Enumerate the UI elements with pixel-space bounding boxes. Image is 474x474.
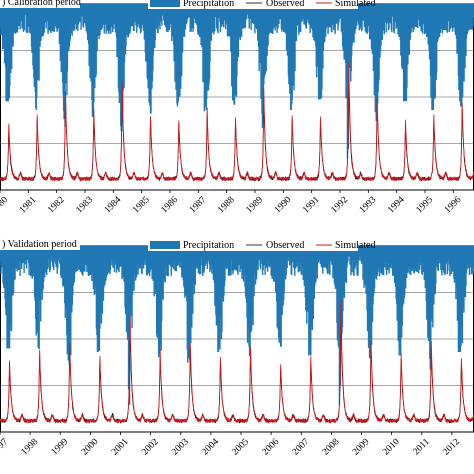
- legend-swatch-precipitation: [150, 241, 180, 249]
- legend-swatch-precipitation: [150, 0, 180, 7]
- legend-background: [148, 0, 358, 9]
- legend-label-precipitation: Precipitation: [183, 0, 234, 9]
- legend-label-observed: Observed: [266, 0, 304, 9]
- simulated-line: [0, 61, 474, 183]
- title-background: [0, 0, 80, 8]
- title-background: [0, 238, 80, 250]
- legend-label-precipitation: Precipitation: [183, 240, 234, 251]
- panel-title: ) Calibration period: [2, 0, 81, 8]
- x-tick-label: 997: [0, 437, 10, 454]
- panel-title: ) Validation period: [2, 239, 77, 250]
- precipitation-bars: [0, 246, 474, 405]
- simulated-line: [0, 300, 474, 425]
- legend-label-simulated: Simulated: [335, 240, 376, 251]
- precipitation-bars: [0, 4, 474, 159]
- x-tick-label: 980: [0, 195, 10, 212]
- legend-label-observed: Observed: [266, 240, 304, 251]
- legend-label-simulated: Simulated: [335, 0, 376, 9]
